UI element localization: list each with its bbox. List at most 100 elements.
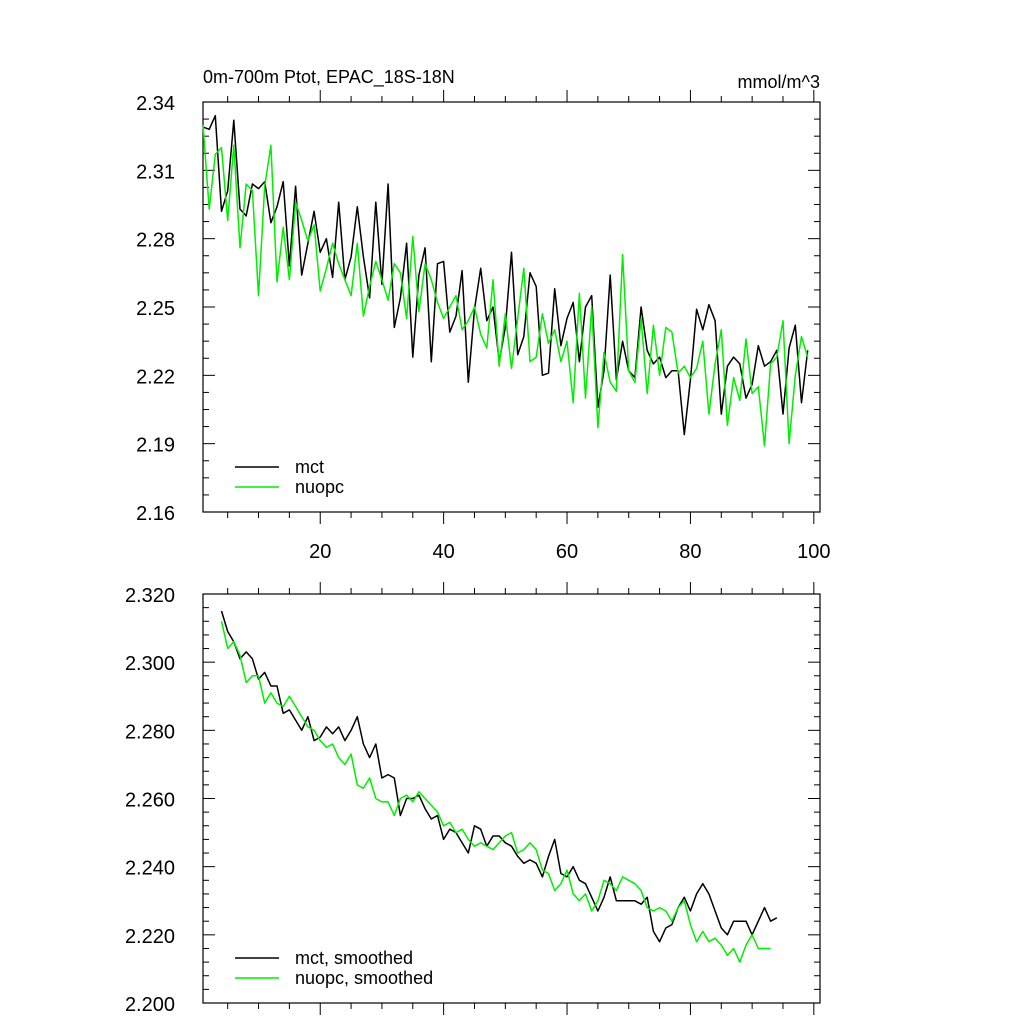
data-point (437, 302, 439, 304)
data-point (270, 685, 272, 687)
data-point (659, 375, 661, 377)
data-point (733, 356, 735, 358)
data-point (350, 256, 352, 258)
data-point (770, 363, 772, 365)
data-point (751, 934, 753, 936)
data-point (634, 381, 636, 383)
data-point (227, 631, 229, 633)
data-point (486, 320, 488, 322)
data-point (252, 190, 254, 192)
data-point (511, 252, 513, 254)
data-point (233, 145, 235, 147)
data-point (684, 900, 686, 902)
data-point (727, 955, 729, 957)
data-point (424, 263, 426, 265)
data-point (437, 263, 439, 265)
data-point (758, 345, 760, 347)
data-point (523, 849, 525, 851)
data-point (554, 839, 556, 841)
data-point (690, 379, 692, 381)
data-point (239, 208, 241, 210)
data-point (245, 183, 247, 185)
data-point (529, 361, 531, 363)
y-tick-label: 2.280 (125, 721, 175, 743)
data-point (659, 907, 661, 909)
data-point (665, 377, 667, 379)
data-point (461, 842, 463, 844)
data-point (795, 324, 797, 326)
data-point (727, 425, 729, 427)
series-line (220, 621, 771, 963)
bottom-plot-panel: 2.200 2.220 2.240 2.260 2.280 2.300 2.320 mct, … (125, 582, 821, 1016)
data-point (406, 794, 408, 796)
data-point (684, 365, 686, 367)
data-point (696, 309, 698, 311)
data-point (628, 900, 630, 902)
data-point (764, 907, 766, 909)
data-point (585, 397, 587, 399)
data-point (313, 730, 315, 732)
data-point (665, 910, 667, 912)
data-point (338, 726, 340, 728)
data-point (597, 910, 599, 912)
data-point (424, 798, 426, 800)
data-point (301, 274, 303, 276)
data-point (480, 268, 482, 270)
data-point (468, 839, 470, 841)
data-point (665, 327, 667, 329)
y-tick-label: 2.300 (125, 653, 175, 675)
data-point (443, 261, 445, 263)
y-tick-label: 2.240 (125, 858, 175, 880)
data-point (622, 254, 624, 256)
data-point (622, 900, 624, 902)
data-point (560, 873, 562, 875)
data-point (616, 890, 618, 892)
data-point (295, 186, 297, 188)
data-point (264, 186, 266, 188)
data-point (560, 883, 562, 885)
data-point (517, 318, 519, 320)
data-point (431, 361, 433, 363)
data-point (788, 347, 790, 349)
data-point (332, 277, 334, 279)
data-point (714, 363, 716, 365)
data-point (381, 801, 383, 803)
data-point (449, 331, 451, 333)
data-point (721, 927, 723, 929)
data-point (764, 445, 766, 447)
data-point (486, 845, 488, 847)
data-point (523, 336, 525, 338)
data-point (406, 318, 408, 320)
data-point (554, 288, 556, 290)
data-point (572, 866, 574, 868)
x-tick-label: 40 (433, 541, 455, 563)
data-point (492, 306, 494, 308)
data-point (468, 381, 470, 383)
data-point (406, 798, 408, 800)
data-point (529, 272, 531, 274)
data-point (566, 869, 568, 871)
data-point (609, 883, 611, 885)
data-point (708, 413, 710, 415)
data-point (252, 658, 254, 660)
data-point (295, 706, 297, 708)
data-point (350, 295, 352, 297)
data-point (548, 856, 550, 858)
y-tick-label: 2.28 (136, 230, 175, 252)
data-point (252, 183, 254, 185)
data-point (591, 306, 593, 308)
data-point (702, 883, 704, 885)
x-tick-label: 80 (679, 541, 701, 563)
data-point (671, 920, 673, 922)
data-point (375, 743, 377, 745)
x-tick-label: 60 (556, 541, 578, 563)
data-point (721, 413, 723, 415)
data-point (375, 798, 377, 800)
data-point (215, 154, 217, 156)
data-point (535, 863, 537, 865)
series-nuopc (202, 124, 809, 447)
data-point (751, 393, 753, 395)
series-nuopc-smoothed (220, 621, 771, 963)
data-point (714, 320, 716, 322)
data-point (227, 190, 229, 192)
